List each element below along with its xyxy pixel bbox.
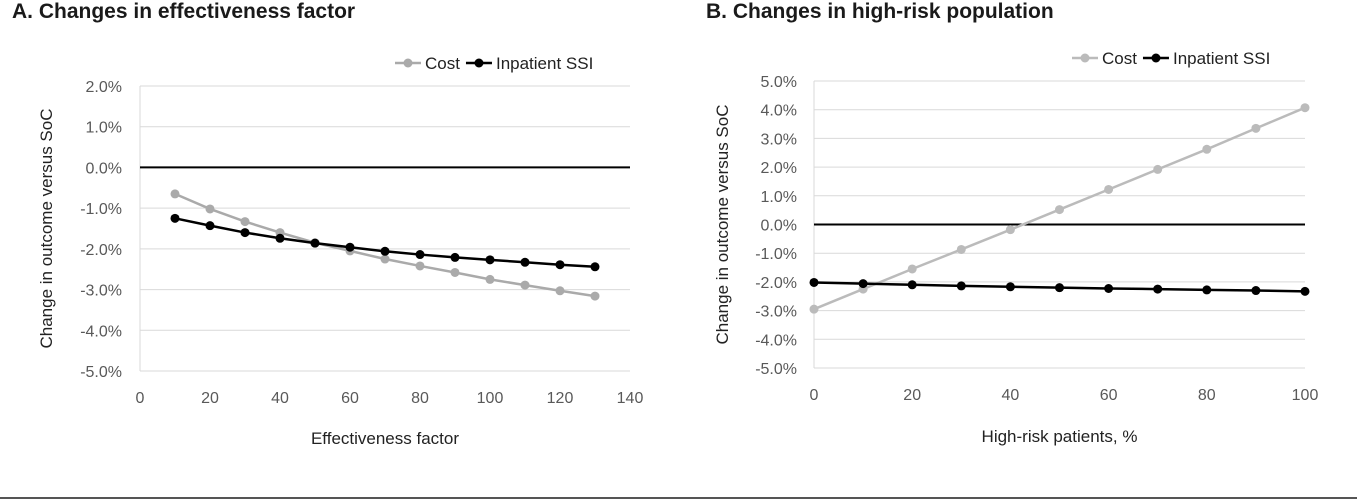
data-point-cost (590, 291, 600, 301)
data-point-inpatient-ssi (485, 255, 495, 265)
data-point-inpatient-ssi (205, 221, 215, 231)
data-point-inpatient-ssi (345, 242, 355, 252)
data-point-cost (240, 217, 250, 227)
data-point-inpatient-ssi (380, 246, 390, 256)
data-point-inpatient-ssi (275, 233, 285, 243)
y-tick-label: -5.0% (80, 364, 122, 381)
data-point-inpatient-ssi (809, 277, 819, 287)
legend-marker-cost (403, 58, 413, 68)
bottom-divider (0, 497, 1357, 499)
legend-label-inpatient-ssi: Inpatient SSI (1173, 49, 1270, 68)
data-point-cost (450, 267, 460, 277)
x-tick-label: 100 (1292, 387, 1319, 404)
x-tick-label: 60 (341, 390, 359, 407)
y-tick-label: 5.0% (761, 74, 797, 91)
data-point-inpatient-ssi (1104, 284, 1114, 294)
data-point-cost (555, 286, 565, 296)
y-tick-label: -3.0% (80, 283, 122, 300)
data-point-cost (1202, 144, 1212, 154)
data-point-cost (170, 189, 180, 199)
data-point-inpatient-ssi (1251, 286, 1261, 296)
data-point-inpatient-ssi (1300, 286, 1310, 296)
x-tick-label: 80 (1198, 387, 1216, 404)
legend-label-cost: Cost (425, 54, 460, 73)
data-point-inpatient-ssi (450, 252, 460, 262)
legend-label-inpatient-ssi: Inpatient SSI (496, 54, 593, 73)
y-tick-label: 0.0% (86, 160, 122, 177)
legend-marker-inpatient-ssi (474, 58, 484, 68)
legend-label-cost: Cost (1102, 49, 1137, 68)
data-point-inpatient-ssi (1202, 285, 1212, 295)
y-tick-label: 4.0% (761, 103, 797, 120)
y-tick-label: -2.0% (80, 242, 122, 259)
legend-marker-inpatient-ssi (1151, 53, 1161, 63)
x-axis-label: Effectiveness factor (311, 429, 459, 448)
y-tick-label: 2.0% (86, 79, 122, 96)
data-point-inpatient-ssi (907, 280, 917, 290)
data-point-cost (1153, 164, 1163, 174)
x-tick-label: 0 (136, 390, 145, 407)
y-tick-label: 1.0% (761, 189, 797, 206)
data-point-inpatient-ssi (555, 260, 565, 270)
x-tick-label: 20 (903, 387, 921, 404)
chart-title-a: A. Changes in effectiveness factor (12, 0, 356, 23)
y-tick-label: 1.0% (86, 120, 122, 137)
data-point-cost (1055, 205, 1064, 215)
data-point-cost (1251, 123, 1261, 133)
data-point-inpatient-ssi (858, 279, 868, 289)
x-tick-label: 120 (547, 390, 574, 407)
data-point-inpatient-ssi (590, 262, 600, 272)
y-tick-label: -4.0% (755, 332, 797, 349)
chart-title-b: B. Changes in high-risk population (706, 0, 1054, 23)
x-tick-label: 40 (1002, 387, 1020, 404)
data-point-inpatient-ssi (170, 213, 180, 223)
data-point-inpatient-ssi (1055, 283, 1064, 293)
data-point-inpatient-ssi (520, 257, 530, 267)
y-tick-label: 2.0% (761, 160, 797, 177)
y-axis-label: Change in outcome versus SoC (713, 104, 732, 344)
data-point-cost (380, 254, 390, 264)
x-axis-label: High-risk patients, % (982, 427, 1138, 446)
y-tick-label: -1.0% (755, 246, 797, 263)
x-tick-label: 40 (271, 390, 289, 407)
chart-b-svg: 5.0% 4.0% 3.0% 2.0% 1.0% 0.0% -1.0% -2.0% -3.0% -… (713, 49, 1319, 446)
data-point-inpatient-ssi (240, 228, 250, 238)
y-tick-label: 3.0% (761, 131, 797, 148)
chart-panel-a: A. Changes in effectiveness factor 2.0% 1… (0, 0, 678, 501)
x-tick-label: 20 (201, 390, 219, 407)
x-tick-label: 100 (477, 390, 504, 407)
data-point-cost (205, 204, 215, 214)
x-tick-label: 140 (617, 390, 644, 407)
y-tick-label: -5.0% (755, 361, 797, 378)
chart-a-svg: 2.0% 1.0% 0.0% -1.0% -2.0% -3.0% -4.0% -5.0% 0 20… (37, 54, 644, 448)
data-point-inpatient-ssi (1153, 284, 1163, 294)
y-tick-label: -4.0% (80, 323, 122, 340)
x-tick-label: 80 (411, 390, 429, 407)
data-point-cost (1005, 225, 1015, 235)
data-point-inpatient-ssi (1005, 282, 1015, 292)
y-tick-label: -2.0% (755, 275, 797, 292)
y-tick-label: 0.0% (761, 218, 797, 235)
data-point-cost (520, 280, 530, 290)
y-tick-label: -1.0% (80, 201, 122, 218)
data-point-cost (485, 274, 495, 284)
data-point-cost (956, 244, 966, 254)
y-tick-label: -3.0% (755, 304, 797, 321)
y-axis-label: Change in outcome versus SoC (37, 108, 56, 348)
data-point-inpatient-ssi (310, 238, 320, 248)
data-point-cost (1300, 103, 1310, 113)
data-point-cost (809, 304, 819, 314)
data-point-cost (415, 261, 425, 271)
x-tick-label: 60 (1100, 387, 1118, 404)
series-line-cost (174, 192, 596, 298)
data-point-cost (907, 264, 917, 274)
legend-marker-cost (1080, 53, 1090, 63)
data-point-inpatient-ssi (956, 281, 966, 291)
x-tick-label: 0 (810, 387, 819, 404)
data-point-inpatient-ssi (415, 250, 425, 260)
chart-panel-b: B. Changes in high-risk population 5.0% 4… (678, 0, 1357, 501)
data-point-cost (1104, 184, 1114, 194)
